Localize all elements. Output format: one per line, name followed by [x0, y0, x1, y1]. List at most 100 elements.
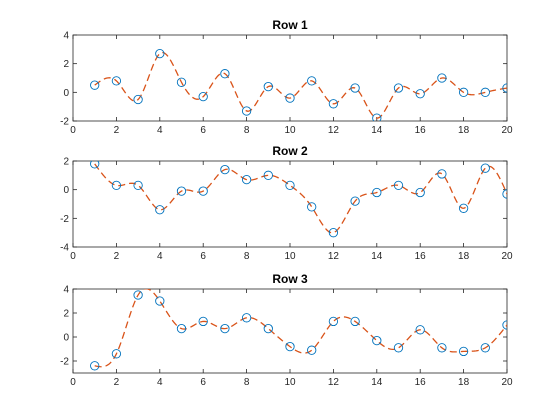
x-tick-label: 20 — [501, 251, 513, 262]
data-point — [458, 346, 469, 357]
data-point — [176, 77, 187, 87]
data-point — [350, 196, 360, 206]
data-point — [415, 89, 425, 99]
data-point — [393, 83, 404, 93]
data-point — [458, 203, 469, 213]
data-point — [241, 313, 252, 323]
data-point — [393, 180, 404, 191]
data-point — [480, 163, 490, 173]
data-point — [176, 186, 187, 196]
x-tick-label: 6 — [200, 125, 206, 136]
data-point — [502, 189, 507, 199]
x-tick-label: 10 — [284, 125, 296, 136]
data-point — [285, 341, 295, 352]
y-tick-label: 4 — [63, 285, 69, 296]
x-tick-label: 0 — [70, 251, 76, 262]
subplot-title: Row 2 — [272, 144, 308, 158]
y-tick-label: 4 — [63, 31, 69, 42]
y-tick-label: 0 — [63, 333, 69, 344]
x-tick-label: 6 — [200, 377, 206, 388]
x-tick-label: 2 — [114, 377, 120, 388]
x-tick-label: 16 — [415, 125, 427, 136]
data-point — [480, 343, 490, 353]
data-point — [307, 345, 317, 355]
data-point — [415, 187, 425, 198]
x-tick-label: 16 — [415, 377, 427, 388]
x-tick-label: 12 — [328, 125, 340, 136]
data-point — [437, 169, 447, 179]
data-point — [285, 93, 295, 103]
y-tick-label: 0 — [63, 88, 69, 99]
y-tick-label: 2 — [63, 157, 69, 168]
data-point — [328, 99, 339, 109]
data-point — [372, 335, 382, 346]
x-tick-label: 0 — [70, 125, 76, 136]
x-tick-label: 18 — [458, 251, 470, 262]
y-tick-label: -4 — [60, 243, 69, 254]
subplot-title: Row 1 — [272, 18, 308, 32]
data-point — [307, 76, 317, 86]
data-point — [328, 316, 339, 327]
x-tick-label: 0 — [70, 377, 76, 388]
x-tick-label: 14 — [371, 125, 383, 136]
x-tick-label: 10 — [284, 377, 296, 388]
data-point — [155, 48, 165, 59]
x-tick-label: 14 — [371, 251, 383, 262]
data-point — [90, 361, 100, 371]
x-tick-label: 4 — [157, 251, 163, 262]
data-point — [111, 76, 122, 86]
x-tick-label: 18 — [458, 125, 470, 136]
y-tick-label: -2 — [60, 357, 69, 368]
data-point — [155, 296, 165, 306]
subplot-title: Row 3 — [272, 272, 308, 286]
y-tick-label: 2 — [63, 309, 69, 320]
x-tick-label: 2 — [114, 251, 120, 262]
plot-area — [90, 48, 507, 121]
data-point — [393, 343, 404, 353]
data-point — [155, 205, 165, 215]
x-tick-label: 8 — [244, 125, 250, 136]
data-point — [372, 187, 382, 198]
data-point — [111, 349, 122, 359]
series-line — [94, 51, 507, 119]
data-point — [502, 83, 507, 93]
y-tick-label: 2 — [63, 59, 69, 70]
data-point — [458, 87, 469, 97]
data-point — [263, 81, 273, 92]
axes-box — [72, 34, 508, 122]
data-point — [328, 228, 339, 238]
data-point — [111, 180, 122, 191]
axes-box — [72, 160, 508, 248]
data-point — [415, 325, 425, 335]
data-point — [90, 161, 100, 169]
x-tick-label: 8 — [244, 251, 250, 262]
data-point — [133, 290, 143, 300]
x-tick-label: 18 — [458, 377, 470, 388]
data-point — [133, 94, 143, 105]
subplot-2: Row 2 0 2 4 6 8 10 12 14 16 18 20 -4 -2 0 2 — [60, 144, 513, 262]
x-tick-label: 14 — [371, 377, 383, 388]
data-point — [263, 170, 273, 180]
y-tick-label: -2 — [60, 214, 69, 225]
data-point — [437, 343, 447, 353]
series-line — [94, 163, 507, 234]
data-point — [133, 180, 143, 191]
data-point — [241, 106, 252, 116]
data-point — [350, 83, 360, 93]
data-point — [307, 202, 317, 212]
x-tick-label: 6 — [200, 251, 206, 262]
x-tick-label: 4 — [157, 125, 163, 136]
x-tick-label: 10 — [284, 251, 296, 262]
plot-area — [90, 161, 507, 238]
data-point — [263, 323, 273, 334]
data-point — [198, 316, 208, 327]
x-tick-label: 20 — [501, 377, 513, 388]
data-point — [372, 113, 382, 121]
x-tick-label: 2 — [114, 125, 120, 136]
y-tick-label: 0 — [63, 185, 69, 196]
data-point — [220, 164, 230, 175]
data-point — [220, 69, 230, 79]
